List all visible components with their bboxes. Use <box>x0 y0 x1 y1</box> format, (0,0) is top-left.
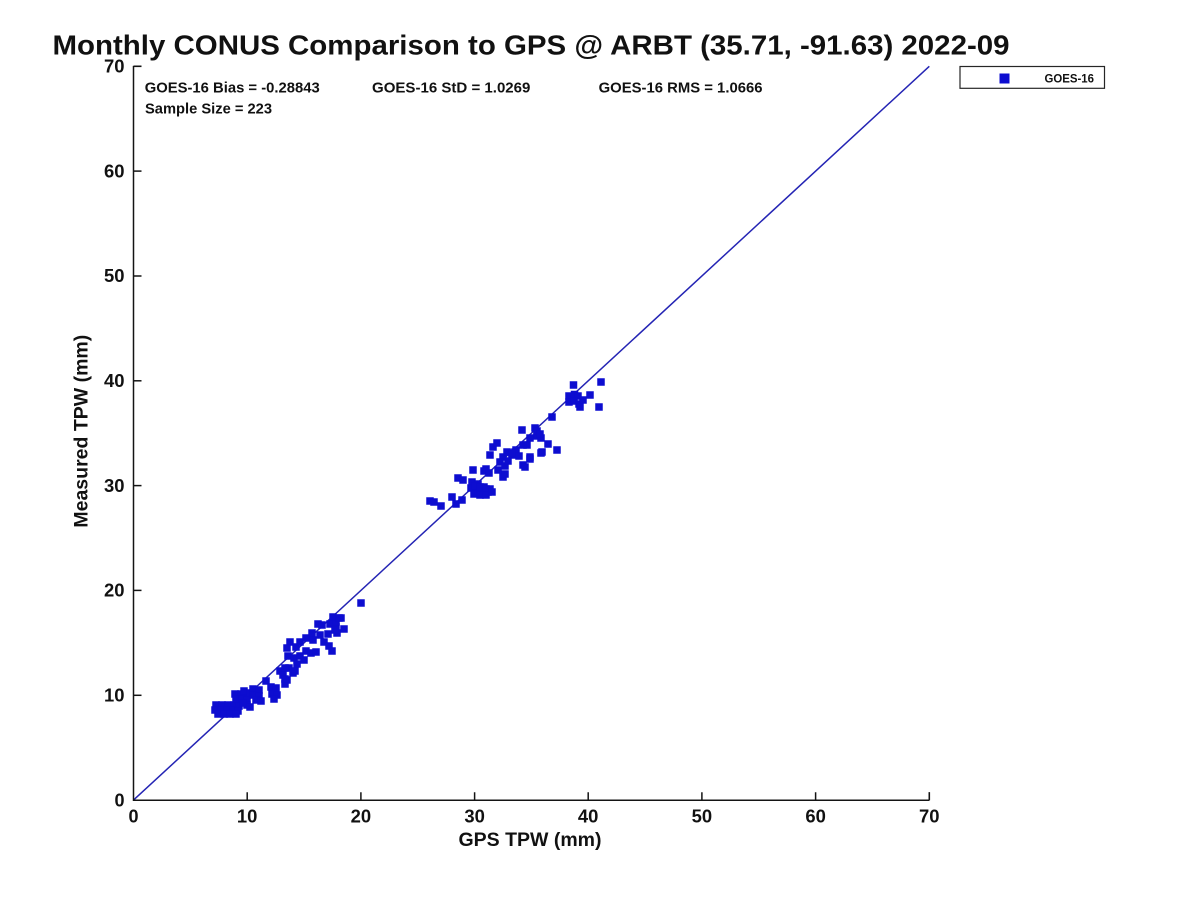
svg-text:20: 20 <box>104 581 125 601</box>
svg-text:GOES-16 Bias = -0.28843: GOES-16 Bias = -0.28843 <box>145 79 320 96</box>
svg-text:Measured TPW (mm): Measured TPW (mm) <box>71 335 93 528</box>
svg-text:GPS TPW (mm): GPS TPW (mm) <box>458 829 601 851</box>
svg-text:30: 30 <box>464 807 485 827</box>
svg-text:Sample Size = 223: Sample Size = 223 <box>145 100 272 117</box>
svg-text:10: 10 <box>237 807 258 827</box>
svg-text:50: 50 <box>692 807 713 827</box>
svg-text:70: 70 <box>919 807 940 827</box>
svg-text:30: 30 <box>104 476 125 496</box>
svg-text:40: 40 <box>578 807 599 827</box>
svg-text:60: 60 <box>104 161 125 181</box>
svg-text:0: 0 <box>128 807 138 827</box>
svg-text:50: 50 <box>104 266 125 286</box>
svg-text:20: 20 <box>351 807 372 827</box>
svg-text:60: 60 <box>805 807 826 827</box>
svg-text:40: 40 <box>104 371 125 391</box>
svg-text:10: 10 <box>104 686 125 706</box>
svg-text:0: 0 <box>114 790 124 810</box>
svg-text:GOES-16 StD = 1.0269: GOES-16 StD = 1.0269 <box>372 79 530 96</box>
svg-text:70: 70 <box>104 57 125 77</box>
svg-text:GOES-16 RMS = 1.0666: GOES-16 RMS = 1.0666 <box>599 79 763 96</box>
svg-text:GOES-16: GOES-16 <box>1045 72 1095 86</box>
svg-text:Monthly CONUS Comparison to GP: Monthly CONUS Comparison to GPS @ ARBT (… <box>53 29 1010 60</box>
